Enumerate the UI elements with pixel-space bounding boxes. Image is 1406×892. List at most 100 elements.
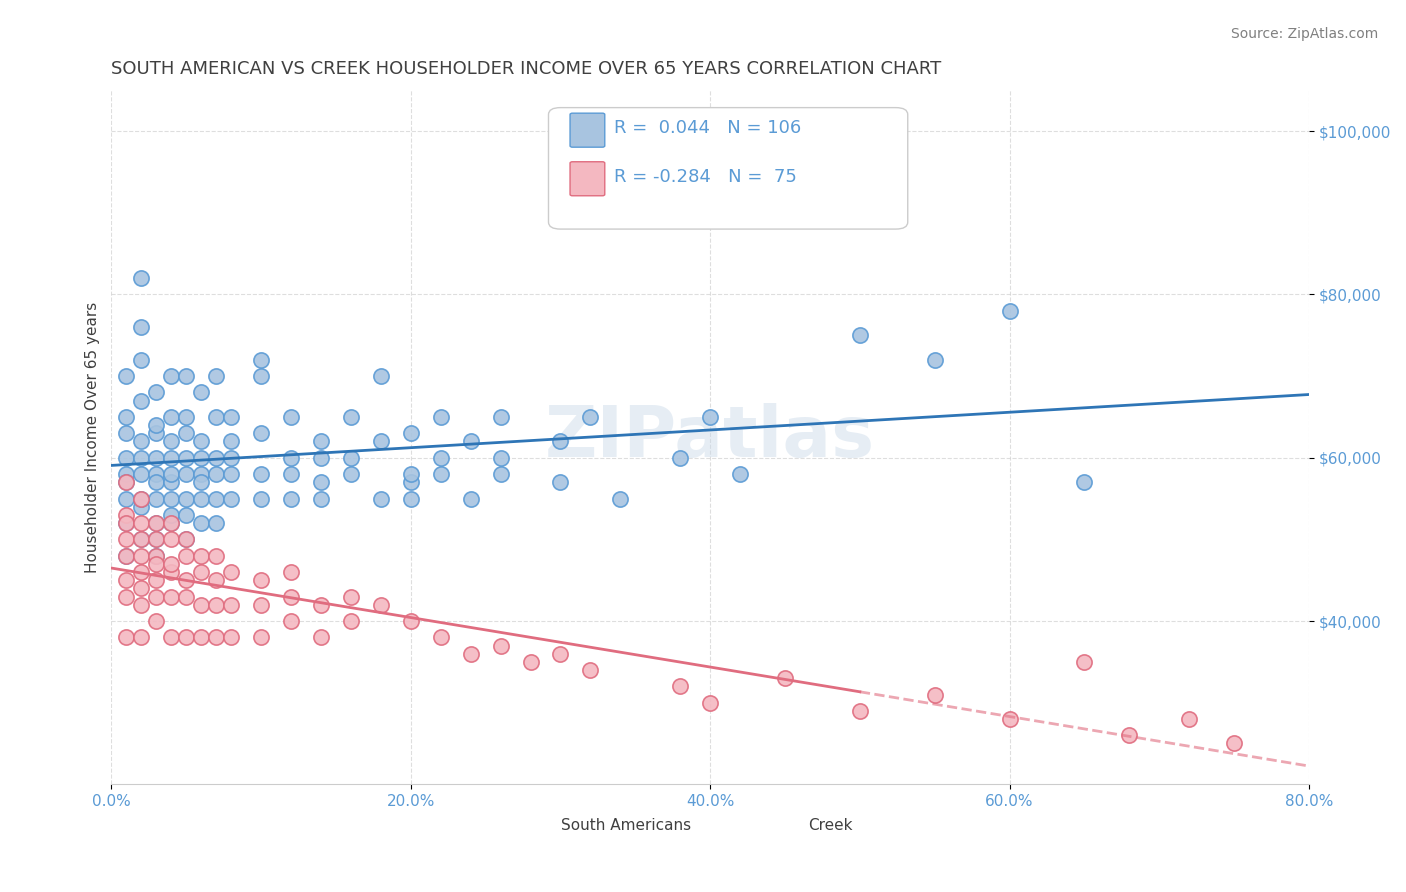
South Americans xyxy=(174,369,197,384)
South Americans xyxy=(250,426,273,441)
South Americans xyxy=(131,450,153,465)
South Americans xyxy=(849,328,872,343)
South Americans xyxy=(340,409,363,424)
South Americans xyxy=(309,434,332,449)
South Americans xyxy=(145,549,167,563)
Creek xyxy=(250,573,273,587)
Creek xyxy=(250,631,273,645)
South Americans xyxy=(579,409,602,424)
Creek xyxy=(190,549,212,563)
South Americans xyxy=(340,450,363,465)
South Americans xyxy=(145,475,167,490)
South Americans xyxy=(550,434,572,449)
Creek xyxy=(460,647,482,661)
South Americans xyxy=(145,418,167,433)
South Americans xyxy=(924,352,946,367)
Creek xyxy=(174,631,197,645)
Creek xyxy=(1223,737,1246,751)
Text: R = -0.284   N =  75: R = -0.284 N = 75 xyxy=(614,168,797,186)
South Americans xyxy=(370,491,392,506)
South Americans xyxy=(131,393,153,408)
South Americans xyxy=(115,426,138,441)
South Americans xyxy=(250,467,273,481)
FancyBboxPatch shape xyxy=(773,818,804,848)
Creek xyxy=(145,516,167,530)
South Americans xyxy=(160,516,183,530)
South Americans xyxy=(190,491,212,506)
Creek xyxy=(174,533,197,547)
Creek xyxy=(699,696,721,710)
Creek xyxy=(145,533,167,547)
Creek xyxy=(174,573,197,587)
Creek xyxy=(205,573,228,587)
South Americans xyxy=(399,467,422,481)
Y-axis label: Householder Income Over 65 years: Householder Income Over 65 years xyxy=(86,301,100,573)
South Americans xyxy=(340,467,363,481)
Creek xyxy=(174,549,197,563)
Creek xyxy=(280,590,302,604)
South Americans xyxy=(250,369,273,384)
Creek xyxy=(309,631,332,645)
Creek xyxy=(1073,655,1095,669)
Creek xyxy=(205,598,228,612)
South Americans xyxy=(160,475,183,490)
South Americans xyxy=(145,533,167,547)
FancyBboxPatch shape xyxy=(548,108,908,229)
South Americans xyxy=(145,491,167,506)
Creek xyxy=(131,598,153,612)
Creek xyxy=(1178,712,1201,726)
Creek xyxy=(145,573,167,587)
Creek xyxy=(160,533,183,547)
Text: R =  0.044   N = 106: R = 0.044 N = 106 xyxy=(614,120,801,137)
South Americans xyxy=(280,450,302,465)
Creek xyxy=(669,679,692,693)
South Americans xyxy=(699,409,721,424)
Creek xyxy=(205,631,228,645)
South Americans xyxy=(998,303,1021,318)
Creek xyxy=(131,491,153,506)
Creek xyxy=(849,704,872,718)
South Americans xyxy=(280,409,302,424)
South Americans xyxy=(489,467,512,481)
South Americans xyxy=(399,426,422,441)
South Americans xyxy=(219,409,242,424)
South Americans xyxy=(429,467,451,481)
Creek xyxy=(773,671,796,685)
Creek xyxy=(131,631,153,645)
South Americans xyxy=(370,369,392,384)
South Americans xyxy=(145,385,167,400)
South Americans xyxy=(115,369,138,384)
FancyBboxPatch shape xyxy=(558,818,589,848)
Creek xyxy=(998,712,1021,726)
South Americans xyxy=(460,434,482,449)
South Americans xyxy=(145,467,167,481)
South Americans xyxy=(550,475,572,490)
South Americans xyxy=(160,491,183,506)
Creek xyxy=(340,614,363,628)
South Americans xyxy=(280,467,302,481)
South Americans xyxy=(489,409,512,424)
Creek xyxy=(280,565,302,579)
South Americans xyxy=(131,352,153,367)
South Americans xyxy=(160,450,183,465)
Creek xyxy=(131,565,153,579)
Creek xyxy=(519,655,541,669)
South Americans xyxy=(190,434,212,449)
South Americans xyxy=(309,475,332,490)
South Americans xyxy=(174,508,197,522)
Text: South Americans: South Americans xyxy=(561,818,692,833)
Creek xyxy=(131,582,153,596)
South Americans xyxy=(115,491,138,506)
South Americans xyxy=(145,426,167,441)
South Americans xyxy=(205,467,228,481)
South Americans xyxy=(190,516,212,530)
South Americans xyxy=(205,450,228,465)
Text: SOUTH AMERICAN VS CREEK HOUSEHOLDER INCOME OVER 65 YEARS CORRELATION CHART: SOUTH AMERICAN VS CREEK HOUSEHOLDER INCO… xyxy=(111,60,942,78)
Creek xyxy=(160,590,183,604)
South Americans xyxy=(131,320,153,334)
South Americans xyxy=(280,491,302,506)
Creek xyxy=(115,590,138,604)
Creek xyxy=(115,508,138,522)
South Americans xyxy=(131,434,153,449)
South Americans xyxy=(250,491,273,506)
